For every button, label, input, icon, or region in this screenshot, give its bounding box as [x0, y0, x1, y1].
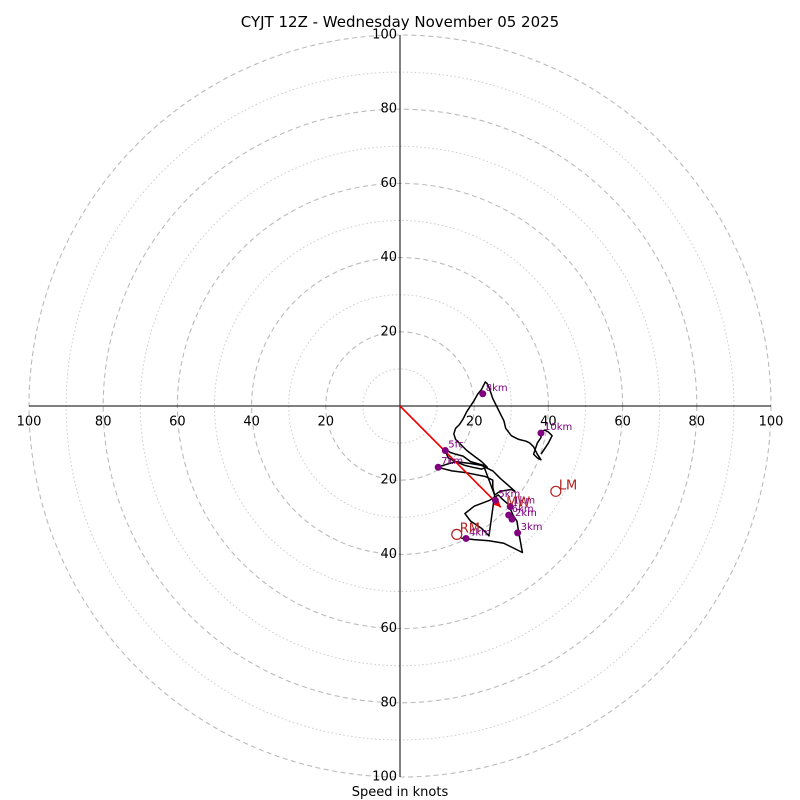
height-label-10km: 10km	[544, 422, 572, 433]
tick-label: 100	[759, 415, 784, 430]
height-marker-5km	[491, 496, 499, 504]
height-label-6km: 6km	[512, 504, 534, 515]
tick-label: 40	[540, 415, 557, 430]
tick-label: 60	[169, 415, 186, 430]
tick-label: 100	[372, 28, 397, 43]
tick-label: 80	[95, 415, 112, 430]
height-marker-3km	[514, 529, 522, 537]
tick-label: 100	[372, 770, 397, 785]
height-label-1km: 1km	[513, 496, 535, 507]
height-marker-5fc	[441, 447, 449, 455]
tick-label: 40	[243, 415, 260, 430]
tick-label: 60	[380, 176, 397, 191]
tick-label: 60	[614, 415, 631, 430]
height-label-2km: 2km	[515, 508, 537, 519]
storm-motion-label-MW: MW	[506, 495, 530, 510]
shear-vector-line	[399, 405, 502, 508]
wind-trace-line	[436, 381, 553, 554]
x-axis-label: Speed in knots	[352, 785, 449, 800]
tick-label: 20	[466, 415, 483, 430]
storm-motion-label-RM: RM	[460, 521, 480, 536]
tick-label: 60	[380, 621, 397, 636]
tick-label: 40	[380, 547, 397, 562]
tick-label: 100	[17, 415, 42, 430]
height-label-5km: 5km	[498, 489, 520, 500]
shear-vector	[399, 405, 502, 508]
tick-label: 80	[689, 415, 706, 430]
tick-label: 40	[380, 250, 397, 265]
height-label-7km: 7km	[441, 456, 463, 467]
height-marker-7km	[434, 463, 442, 471]
tick-label: 20	[318, 415, 335, 430]
storm-motion-markers: LM RM MW	[451, 478, 577, 540]
height-marker-4km	[462, 534, 470, 542]
height-label-4km: 4km	[469, 527, 491, 538]
height-label-3km: 3km	[521, 522, 543, 533]
storm-motion-label-LM: LM	[559, 478, 577, 493]
hodograph-trace	[436, 381, 553, 554]
height-marker-1km	[506, 503, 514, 511]
tick-label: 20	[380, 473, 397, 488]
tick-label: 80	[380, 102, 397, 117]
tick-label: 20	[380, 324, 397, 339]
tick-label: 80	[380, 695, 397, 710]
height-marker-6km	[505, 511, 513, 519]
height-label-5fc: 5fc	[448, 440, 463, 451]
storm-motion-marker-LM	[550, 485, 562, 497]
height-marker-10km	[537, 429, 545, 437]
height-marker-8km	[479, 390, 487, 398]
shear-vector-arrowhead	[493, 499, 501, 508]
storm-motion-marker-RM	[451, 528, 463, 540]
chart-title: CYJT 12Z - Wednesday November 05 2025	[241, 13, 559, 31]
tick-labels: 20 20 20 20 40 40 40 40 60 60 60 60 80 80 80 80 100 100 10…	[17, 28, 784, 785]
height-label-8km: 8km	[486, 383, 508, 394]
